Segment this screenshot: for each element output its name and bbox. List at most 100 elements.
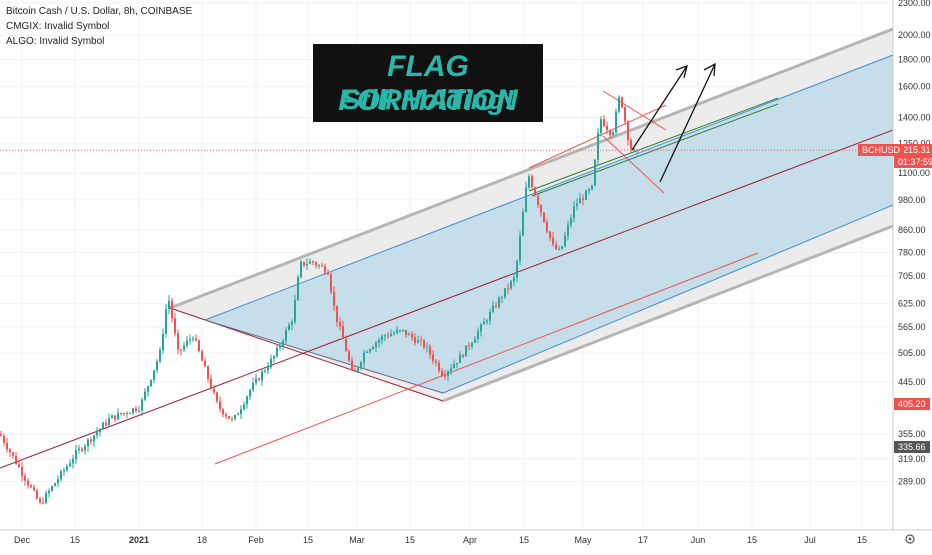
candle-body <box>546 222 548 232</box>
x-tick-label: 15 <box>70 535 80 545</box>
candle-body <box>84 446 86 451</box>
x-tick-label: 15 <box>857 535 867 545</box>
candle-body <box>99 428 101 433</box>
candle-body <box>222 409 224 415</box>
candle-body <box>264 370 266 372</box>
candle-body <box>561 246 563 249</box>
candle-body <box>384 335 386 337</box>
candle-body <box>612 132 614 136</box>
candle-body <box>282 340 284 346</box>
candle-body <box>348 351 350 361</box>
candle-body <box>165 309 167 334</box>
candle-body <box>123 412 125 415</box>
candle-body <box>579 198 581 204</box>
y-tick-label: 445.00 <box>898 377 926 387</box>
price-tag: 405.20 <box>894 397 930 410</box>
candle-body <box>291 321 293 325</box>
candle-body <box>354 369 356 372</box>
candle-body <box>477 331 479 339</box>
candle-body <box>105 422 107 425</box>
candle-body <box>15 455 17 465</box>
candle-body <box>504 288 506 298</box>
x-tick-label: Dec <box>14 535 31 545</box>
candle-body <box>93 435 95 442</box>
candle-body <box>309 261 311 264</box>
candle-body <box>81 448 83 451</box>
candle-body <box>405 329 407 336</box>
candle-body <box>318 265 320 267</box>
candle-body <box>207 366 209 379</box>
candle-body <box>345 338 347 352</box>
candle-body <box>513 277 515 282</box>
arrow-shaft-1 <box>631 65 688 151</box>
candle-body <box>162 333 164 351</box>
candle-body <box>456 362 458 365</box>
candle-body <box>597 132 599 160</box>
candle-body <box>537 195 539 206</box>
channel-anchor-inner <box>204 319 444 394</box>
candle-body <box>363 352 365 363</box>
candle-body <box>420 340 422 342</box>
candle-body <box>201 351 203 361</box>
candle-body <box>285 330 287 341</box>
flag-green-line <box>528 97 779 192</box>
candle-body <box>54 483 56 487</box>
candle-body <box>357 367 359 372</box>
candle-body <box>48 490 50 494</box>
candle-body <box>87 439 89 447</box>
candle-body <box>36 490 38 499</box>
candle-body <box>507 288 509 290</box>
candle-body <box>327 272 329 275</box>
y-tick-label: 355.00 <box>898 429 926 439</box>
candle-body <box>258 378 260 381</box>
flag-top-line <box>602 90 667 131</box>
candle-body <box>447 371 449 376</box>
flag-bottom-line <box>602 135 665 194</box>
candle-body <box>261 371 263 381</box>
candle-body <box>603 119 605 127</box>
candle-body <box>486 320 488 322</box>
candle-body <box>396 330 398 334</box>
candle-body <box>252 383 254 390</box>
candle-body <box>51 486 53 491</box>
candle-body <box>303 261 305 266</box>
candle-body <box>495 305 497 307</box>
candle-body <box>534 187 536 196</box>
candle-body <box>39 498 41 503</box>
candle-body <box>234 415 236 419</box>
x-axis: Dec 15 2021 18 Feb 15 Mar 15 Apr 15 May 17 Jun 15 Jul 1… <box>14 534 915 545</box>
indicator-cmgix[interactable]: CMGIX: Invalid Symbol <box>6 21 110 32</box>
candle-body <box>177 333 179 350</box>
settings-gear-icon <box>905 534 915 544</box>
candle-body <box>549 231 551 238</box>
candle-body <box>216 392 218 402</box>
candle-body <box>627 121 629 141</box>
candle-body <box>618 97 620 112</box>
candle-body <box>558 248 560 250</box>
candle-body <box>144 391 146 400</box>
candle-body <box>270 358 272 368</box>
channel-median-line <box>0 129 894 469</box>
candle-body <box>474 338 476 344</box>
candle-body <box>288 324 290 331</box>
candle-body <box>120 413 122 415</box>
candle-body <box>108 418 110 425</box>
x-tick-label: Apr <box>463 535 477 545</box>
y-tick-label: 565.00 <box>898 322 926 332</box>
candle-body <box>471 343 473 347</box>
candle-body <box>213 388 215 393</box>
candle-body <box>6 442 8 450</box>
candle-body <box>150 379 152 387</box>
candle-body <box>42 502 44 504</box>
banner-line-1: FLAG FORMATION <box>338 50 518 117</box>
candle-body <box>387 335 389 337</box>
candle-body <box>255 378 257 384</box>
candle-body <box>279 345 281 348</box>
indicator-algo[interactable]: ALGO: Invalid Symbol <box>6 36 105 47</box>
candle-body <box>300 261 302 278</box>
y-tick-label: 289.00 <box>898 477 926 487</box>
channel-inner-fill <box>205 55 893 393</box>
candle-body <box>423 340 425 348</box>
candle-body <box>129 413 131 415</box>
candle-body <box>45 493 47 503</box>
